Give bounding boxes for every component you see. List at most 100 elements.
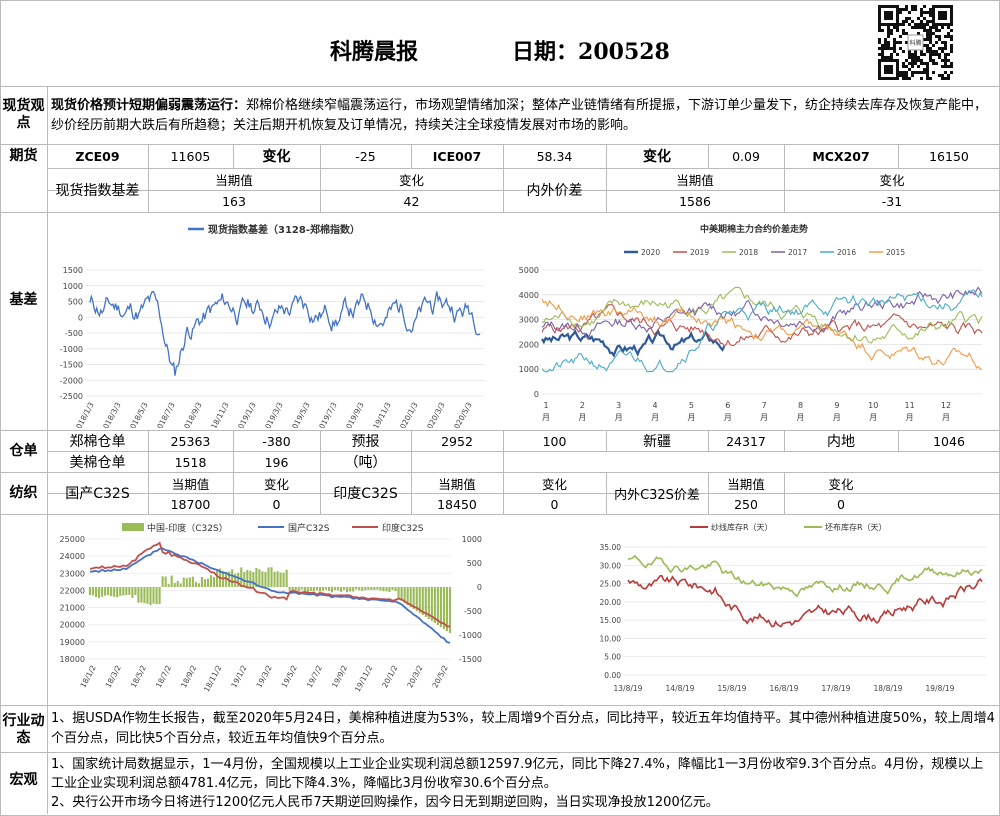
qr-module — [923, 11, 926, 14]
textile-section-label: 纺织 — [9, 484, 38, 501]
y-tick-label: 3000 — [519, 316, 539, 325]
qr-module — [914, 71, 917, 74]
diff-bar — [243, 572, 246, 587]
diff-bar — [412, 587, 415, 609]
diff-bar — [249, 570, 252, 587]
forecast-label: 预报 — [351, 434, 380, 450]
y-tick-label: -1500 — [60, 361, 83, 370]
legend-label: 现货指数基差（3128-郑棉指数） — [208, 223, 360, 236]
legend-label-2018: 2018 — [739, 248, 758, 257]
qr-module — [923, 44, 926, 47]
qr-module — [911, 65, 914, 68]
qr-module — [950, 47, 953, 50]
diff-bar — [185, 578, 188, 587]
qr-module — [935, 50, 938, 53]
zce-contract: ZCE09 — [75, 148, 120, 164]
series-2018 — [541, 286, 983, 344]
diff-bar — [101, 587, 104, 597]
diff-bar — [267, 567, 270, 587]
diff-bar — [442, 587, 446, 629]
qr-code-icon: 科腾 — [864, 4, 968, 82]
qr-module — [902, 50, 905, 53]
qr-module — [923, 38, 926, 41]
qr-module — [950, 35, 953, 38]
qr-module — [929, 29, 932, 32]
qr-module — [935, 35, 938, 38]
basis-current-label: 当期值 — [215, 173, 253, 188]
qr-module — [944, 62, 947, 65]
x-tick-label: 19/1/2 — [229, 664, 248, 690]
qr-module — [881, 53, 884, 56]
qr-module — [947, 74, 950, 77]
diff-bar — [430, 587, 433, 621]
diff-bar — [406, 587, 409, 605]
qr-module — [944, 59, 947, 62]
y-left-tick-label: 19000 — [60, 638, 85, 647]
india-c32s-label: 印度C32S — [333, 486, 398, 502]
diff-bar — [327, 587, 331, 591]
x-tick-label: 14/8/19 — [666, 684, 695, 693]
qr-module — [905, 17, 908, 20]
diff-bar — [343, 587, 346, 590]
series-2017 — [541, 286, 983, 341]
qr-module — [917, 59, 920, 62]
y-left-tick-label: 20000 — [60, 621, 85, 630]
qr-module — [950, 38, 953, 41]
diff-bar — [240, 567, 243, 587]
x-tick-label: 18/11/2 — [202, 664, 224, 694]
diff-bar — [270, 567, 273, 587]
qr-module — [902, 77, 905, 80]
diff-bar — [379, 587, 382, 591]
spot-view-text: 现货价格预计短期偏弱震荡运行：郑棉价格继续窄幅震荡运行，市场观望情绪加深；整体产… — [51, 98, 988, 133]
india-change-value: 0 — [550, 496, 559, 512]
report-title: 科腾晨报 — [330, 39, 419, 65]
qr-module — [905, 77, 908, 80]
y-left-tick-label: 21000 — [60, 604, 85, 613]
qr-module — [938, 56, 941, 59]
x-tick-label: 18/5/2 — [129, 664, 148, 690]
y-tick-label: 0.00 — [604, 671, 621, 680]
qr-module — [929, 38, 932, 41]
month-unit-label: 月 — [615, 413, 623, 422]
diff-bar — [367, 587, 370, 590]
qr-module — [944, 41, 947, 44]
y-tick-label: 5.00 — [604, 653, 621, 662]
us-warehouse-label: 美棉仓单 — [69, 455, 126, 471]
qr-module — [887, 26, 890, 29]
qr-module — [911, 26, 914, 29]
qr-module — [914, 23, 917, 26]
qr-module — [902, 71, 905, 74]
y-tick-label: 4000 — [519, 291, 539, 300]
qr-module — [920, 59, 923, 62]
qr-module — [884, 38, 887, 41]
x-tick-label: 2018/7/3 — [153, 401, 177, 428]
qr-module — [941, 74, 944, 77]
qr-module — [899, 47, 902, 50]
qr-module — [890, 53, 893, 56]
diff-bar — [125, 587, 128, 596]
qr-module — [932, 26, 935, 29]
basis-change-value: 42 — [403, 194, 420, 209]
month-tick-label: 12 — [941, 401, 951, 410]
month-unit-label: 月 — [687, 413, 695, 422]
qr-module — [923, 71, 926, 74]
qr-module — [938, 29, 941, 32]
qr-module — [902, 32, 905, 35]
diff-bar — [303, 587, 306, 592]
series-2020 — [541, 328, 726, 358]
qr-module — [944, 65, 947, 68]
month-unit-label: 月 — [724, 413, 732, 422]
industry-news-text: 1、据USDA作物生长报告，截至2020年5月24日，美棉种植进度为53%，较上… — [51, 711, 995, 746]
qr-module — [920, 50, 923, 53]
qr-module — [938, 47, 941, 50]
qr-module — [902, 29, 905, 32]
qr-module — [944, 77, 947, 80]
qr-module — [941, 65, 944, 68]
y-tick-label: 5000 — [519, 266, 539, 275]
x-tick-label: 19/8/19 — [926, 684, 955, 693]
diff-bar — [231, 569, 234, 587]
qr-module — [902, 20, 905, 23]
legend-label-2016: 2016 — [837, 248, 856, 257]
xinjiang-value: 24317 — [726, 433, 766, 449]
